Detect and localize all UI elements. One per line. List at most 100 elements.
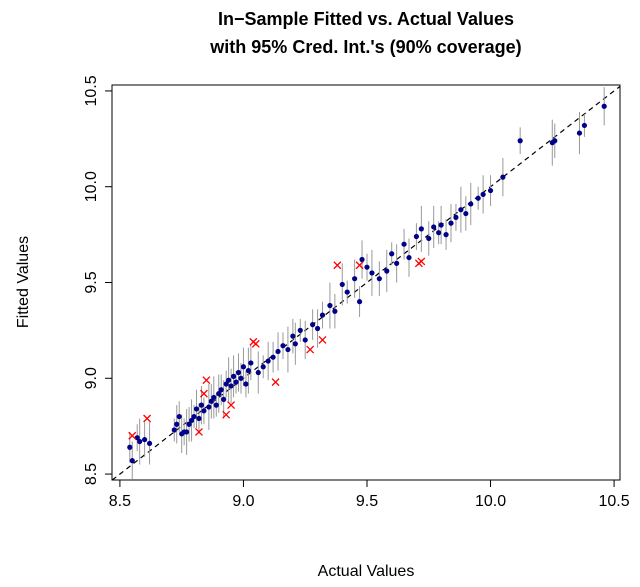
point xyxy=(389,251,395,257)
point xyxy=(394,260,400,266)
point xyxy=(356,299,363,305)
point xyxy=(339,281,345,288)
point xyxy=(401,241,407,247)
y-tick-label: 10.5 xyxy=(83,75,100,106)
y-axis-label: Fitted Values xyxy=(15,236,32,328)
point xyxy=(468,201,474,207)
point xyxy=(211,394,217,401)
point xyxy=(137,438,143,445)
point xyxy=(344,289,350,295)
x-tick-label: 8.5 xyxy=(109,493,131,510)
point xyxy=(233,379,239,385)
point xyxy=(221,396,227,402)
point xyxy=(270,354,276,360)
point xyxy=(226,377,232,383)
point xyxy=(487,187,494,194)
point xyxy=(191,413,197,420)
y-tick-label: 9.0 xyxy=(83,367,100,389)
point-outside xyxy=(222,410,231,419)
point xyxy=(359,256,365,263)
point xyxy=(127,444,133,450)
point xyxy=(319,312,326,318)
x-axis-label: Actual Values xyxy=(318,563,415,580)
point xyxy=(480,191,486,197)
point xyxy=(216,391,222,397)
point xyxy=(171,427,177,433)
point-outside xyxy=(202,376,211,385)
point xyxy=(581,122,588,129)
point xyxy=(213,402,219,408)
point xyxy=(302,337,308,343)
point xyxy=(201,408,207,414)
point xyxy=(184,429,190,435)
point-outside xyxy=(417,257,426,266)
point xyxy=(198,402,205,408)
point xyxy=(292,341,298,347)
point xyxy=(352,276,358,282)
point-outside xyxy=(333,261,342,270)
point xyxy=(310,322,316,328)
point-outside xyxy=(199,389,208,398)
point xyxy=(552,138,558,144)
point xyxy=(576,130,583,136)
point xyxy=(290,333,296,339)
point xyxy=(453,214,459,220)
point-outside xyxy=(306,345,315,354)
point xyxy=(369,270,375,276)
point xyxy=(255,369,261,376)
point xyxy=(129,458,135,464)
point xyxy=(285,346,291,353)
point xyxy=(235,369,242,376)
point xyxy=(218,387,224,393)
point xyxy=(228,383,234,389)
x-tick-label: 10.5 xyxy=(598,493,629,510)
plot-frame xyxy=(111,84,621,481)
y-tick-label: 10.0 xyxy=(83,171,100,202)
point xyxy=(406,254,412,261)
point xyxy=(174,421,180,427)
point xyxy=(327,302,333,309)
point xyxy=(245,368,251,374)
point-outside xyxy=(128,431,137,440)
y-tick-label: 9.5 xyxy=(83,271,100,293)
point xyxy=(413,233,420,240)
point xyxy=(240,364,247,370)
x-tick-label: 9.0 xyxy=(232,493,254,510)
point xyxy=(265,358,271,364)
point xyxy=(384,268,390,274)
point xyxy=(275,348,281,355)
point xyxy=(230,373,237,379)
point xyxy=(186,421,192,427)
point-outside xyxy=(271,378,280,387)
point xyxy=(297,327,303,333)
point xyxy=(176,413,182,420)
point-outside xyxy=(318,336,327,344)
point xyxy=(196,415,202,422)
point xyxy=(436,230,442,236)
chart-title: In−Sample Fitted vs. Actual Values xyxy=(218,9,514,29)
point xyxy=(475,195,481,201)
point xyxy=(448,220,454,226)
point xyxy=(601,103,607,109)
point xyxy=(443,232,449,238)
point xyxy=(238,375,244,381)
point xyxy=(332,308,338,314)
point xyxy=(500,174,506,180)
point xyxy=(438,222,444,228)
reference-line xyxy=(111,85,621,481)
point xyxy=(463,210,469,217)
chart-title: with 95% Cred. Int.'s (90% coverage) xyxy=(209,37,521,57)
point xyxy=(314,325,321,332)
point xyxy=(431,224,437,230)
point xyxy=(243,381,249,387)
point xyxy=(280,343,286,349)
y-tick-label: 8.5 xyxy=(83,463,100,485)
point xyxy=(206,404,212,410)
point xyxy=(376,276,382,282)
point xyxy=(188,417,195,424)
point-outside xyxy=(227,401,236,410)
point xyxy=(418,226,424,232)
point xyxy=(426,235,432,242)
x-tick-label: 10.0 xyxy=(475,493,506,510)
